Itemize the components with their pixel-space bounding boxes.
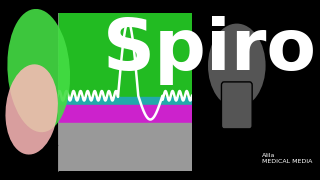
- FancyBboxPatch shape: [221, 82, 252, 129]
- Text: Alila
MEDICAL MEDIA: Alila MEDICAL MEDIA: [262, 153, 313, 164]
- Bar: [58, 13, 192, 97]
- Bar: [58, 97, 192, 105]
- Bar: [58, 123, 192, 171]
- Ellipse shape: [5, 64, 58, 155]
- Ellipse shape: [7, 9, 70, 132]
- Bar: [58, 105, 192, 123]
- Text: Spirometry: Spirometry: [102, 16, 320, 85]
- Ellipse shape: [208, 24, 266, 108]
